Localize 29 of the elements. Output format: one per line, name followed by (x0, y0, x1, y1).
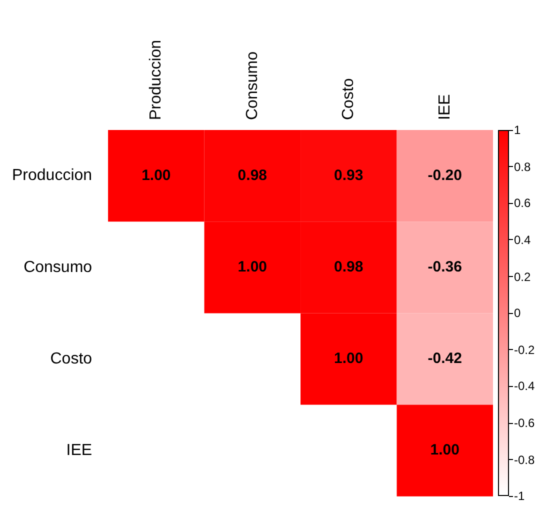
y-tick-label: Costo (50, 350, 92, 368)
y-tick-label: IEE (66, 442, 92, 460)
x-tick-label: Costo (340, 78, 358, 120)
data-label: 1.00 (238, 258, 268, 276)
x-tick-label: Consumo (244, 51, 261, 120)
color-bar-label: -0.6 (514, 416, 535, 430)
data-label: -0.42 (428, 350, 462, 368)
color-bar-label: 1 (514, 123, 521, 137)
color-bar-label: -0.2 (514, 342, 535, 357)
color-bar-label: 0.6 (514, 196, 531, 210)
color-bar-label: 0.4 (514, 232, 531, 247)
x-tick-label: Produccion (148, 40, 165, 120)
data-label: 1.00 (334, 350, 364, 368)
color-bar-label: 0.2 (514, 270, 531, 284)
color-bar-label: 0.8 (514, 160, 531, 174)
data-label: -0.20 (428, 166, 462, 184)
data-label: 0.98 (238, 166, 268, 184)
color-bar-label: -0.8 (514, 452, 535, 467)
data-label: 0.93 (334, 166, 364, 184)
x-tick-label: IEE (436, 94, 454, 120)
data-label: 0.98 (334, 258, 364, 276)
color-bar-label: 0 (514, 306, 521, 320)
color-bar-label: -0.4 (514, 379, 535, 394)
y-tick-label: Consumo (24, 258, 92, 276)
data-label: 1.00 (430, 442, 460, 459)
data-label: 1.00 (142, 166, 171, 184)
y-tick-label: Produccion (12, 167, 92, 184)
data-label: -0.36 (428, 258, 462, 276)
color-bar-label: -1 (514, 489, 525, 504)
